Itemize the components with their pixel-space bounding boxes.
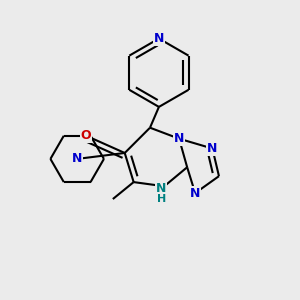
Text: H: H [157, 194, 166, 204]
Text: N: N [154, 32, 164, 45]
Text: N: N [207, 142, 218, 155]
Text: N: N [174, 132, 184, 145]
Text: O: O [81, 129, 92, 142]
Text: N: N [72, 152, 83, 165]
Text: N: N [190, 187, 200, 200]
Text: N: N [156, 182, 166, 195]
